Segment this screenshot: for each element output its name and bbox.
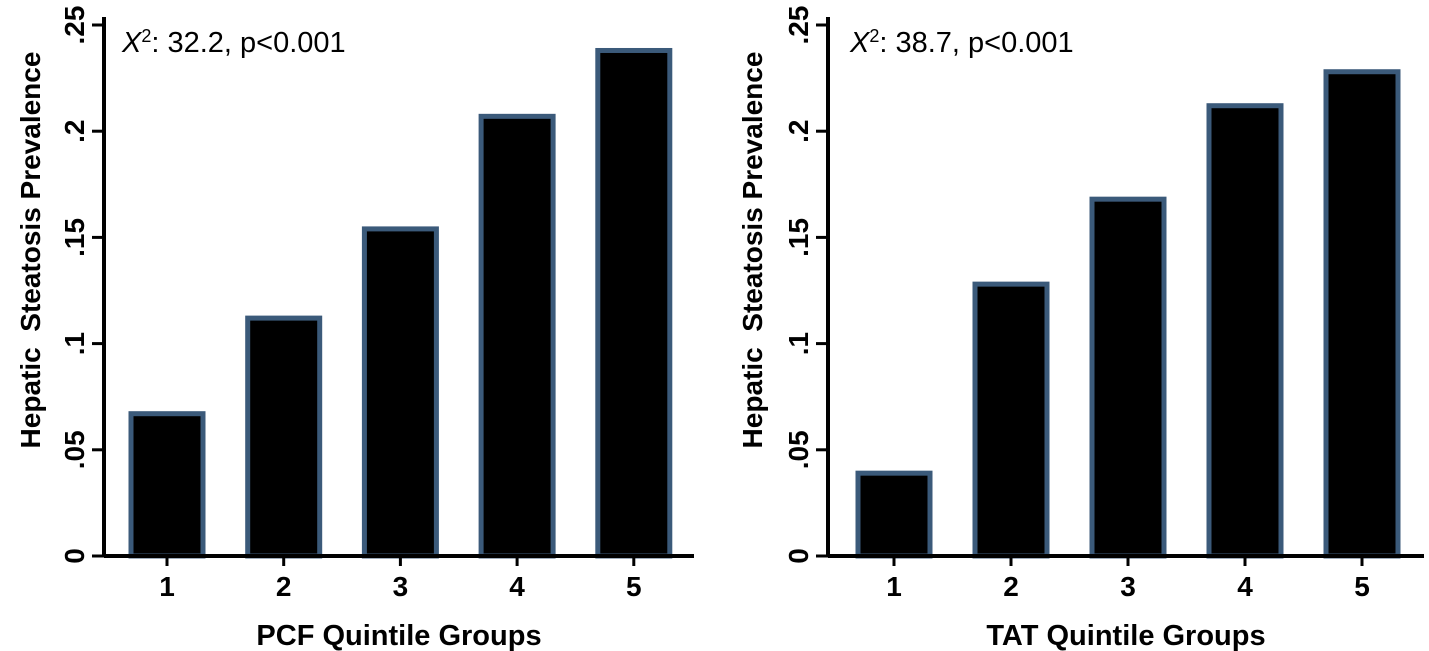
- stat-annotation: X2: 32.2, p<0.001: [121, 26, 346, 59]
- bar-4: [478, 113, 556, 559]
- y-tick-label: .2: [783, 120, 814, 143]
- y-axis-title: Hepatic Steatosis Prevalence: [15, 52, 46, 449]
- y-tick-label: .15: [783, 218, 814, 257]
- y-tick-label: .15: [59, 218, 90, 257]
- x-tick-label: 1: [886, 571, 902, 602]
- y-axis-title: Hepatic Steatosis Prevalence: [737, 52, 768, 449]
- stat-superscript: 2: [869, 26, 879, 46]
- stat-symbol: X: [849, 27, 871, 59]
- bar-1: [128, 411, 206, 559]
- bar-1: [855, 470, 933, 559]
- y-tick-label: 0: [783, 548, 814, 564]
- y-tick-label: .25: [59, 6, 90, 45]
- x-axis-title: TAT Quintile Groups: [986, 620, 1265, 651]
- x-tick-label: 5: [626, 571, 642, 602]
- stat-value: : 38.7, p<0.001: [879, 27, 1073, 59]
- bar-5: [595, 47, 673, 559]
- bar-5: [1323, 69, 1401, 559]
- bar-3: [1089, 196, 1167, 559]
- x-tick-label: 3: [393, 571, 409, 602]
- x-axis-title: PCF Quintile Groups: [256, 620, 541, 651]
- x-tick-label: 4: [1237, 571, 1253, 602]
- stat-value: : 32.2, p<0.001: [151, 27, 345, 59]
- chart-panel-2: 0 .05 .1 .15 .2 .25 1 2 3 4 5 TAT Quintile Groups He…: [737, 6, 1424, 651]
- x-tick-label: 5: [1354, 571, 1370, 602]
- x-tick-label: 3: [1120, 571, 1136, 602]
- y-tick-label: .2: [59, 120, 90, 143]
- y-tick-label: .25: [783, 6, 814, 45]
- chart-panel-1: 0 .05 .1 .15 .2 .25 1 2 3 4 5 PCF Quintile Groups He…: [15, 6, 694, 651]
- y-tick-label: 0: [59, 548, 90, 564]
- bar-2: [972, 281, 1050, 559]
- y-tick-label: .05: [783, 430, 814, 469]
- bar-3: [361, 226, 439, 559]
- bar-4: [1206, 103, 1284, 559]
- x-tick-label: 2: [1003, 571, 1019, 602]
- x-tick-label: 1: [159, 571, 175, 602]
- y-tick-label: .1: [59, 332, 90, 355]
- stat-annotation: X2: 38.7, p<0.001: [849, 26, 1074, 59]
- x-tick-label: 2: [276, 571, 292, 602]
- stat-symbol: X: [121, 27, 143, 59]
- y-tick-label: .1: [783, 332, 814, 355]
- y-tick-label: .05: [59, 430, 90, 469]
- bar-2: [245, 315, 323, 559]
- x-tick-label: 4: [509, 571, 525, 602]
- stat-superscript: 2: [141, 26, 151, 46]
